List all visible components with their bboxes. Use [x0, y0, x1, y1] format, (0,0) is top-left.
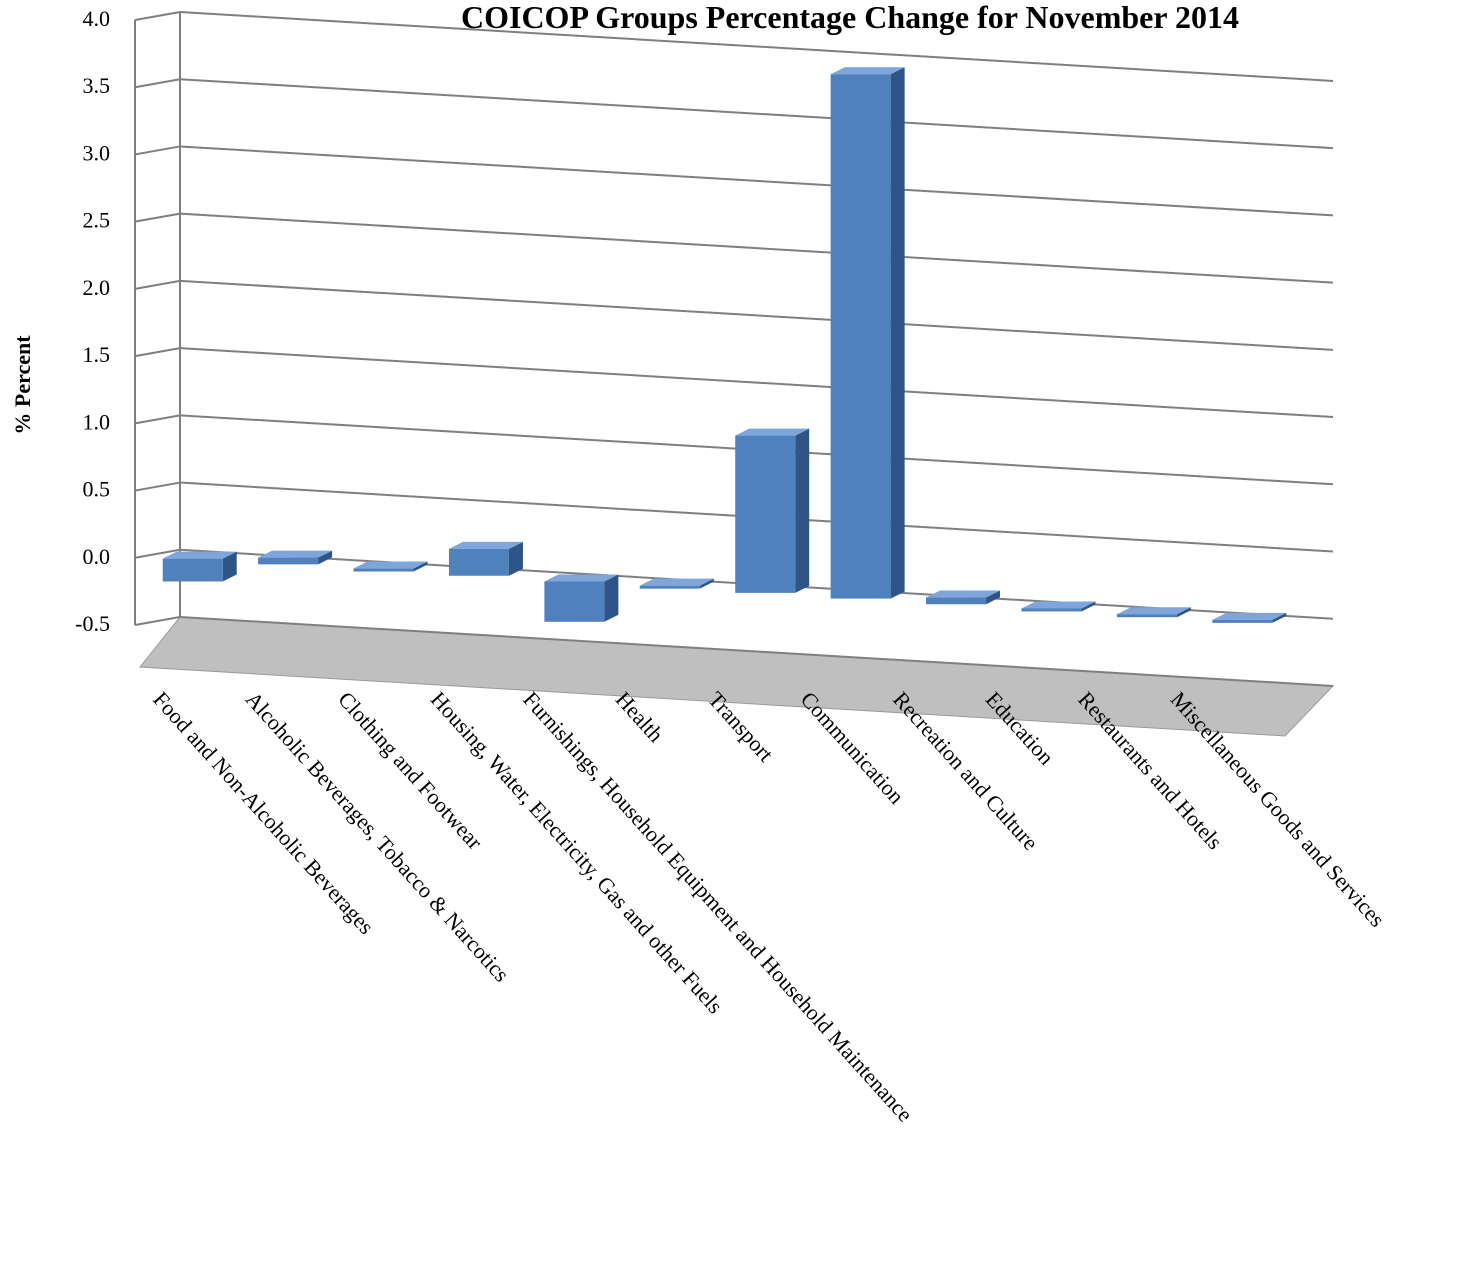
- bar-top: [1212, 612, 1287, 620]
- bar-front: [639, 585, 700, 589]
- bar-series: [162, 67, 1287, 623]
- gridline-side: [134, 616, 181, 626]
- bar-top: [1116, 607, 1191, 615]
- bar-front: [1212, 619, 1273, 623]
- gridline-side: [134, 145, 181, 156]
- chart-title: COICOP Groups Percentage Change for Nove…: [461, 0, 1239, 35]
- bar-front: [926, 597, 987, 605]
- y-tick-label: 0.5: [83, 477, 111, 502]
- gridline: [179, 347, 1334, 419]
- bar: [162, 551, 237, 582]
- bar-top: [1021, 601, 1096, 609]
- gridline: [179, 78, 1334, 150]
- bar-front: [162, 558, 223, 582]
- bar-front: [544, 581, 605, 622]
- bar-side: [890, 67, 905, 599]
- bar: [1021, 601, 1096, 612]
- bar: [1116, 607, 1191, 618]
- bar-side: [604, 574, 619, 622]
- bar-top: [639, 578, 714, 586]
- y-tick-label: 0.0: [83, 544, 111, 569]
- bar-top: [448, 541, 523, 549]
- bar-front: [1021, 608, 1082, 612]
- bar-side: [1176, 607, 1191, 618]
- gridline: [179, 145, 1334, 217]
- bar: [926, 590, 1001, 605]
- bar-side: [508, 541, 523, 576]
- y-axis: [134, 12, 181, 625]
- bar-front: [1116, 614, 1177, 618]
- gridline: [179, 11, 1334, 82]
- bar: [830, 67, 905, 599]
- y-axis-title: % Percent: [10, 335, 35, 435]
- y-tick-label: -0.5: [75, 611, 110, 636]
- y-tick-label: 1.0: [83, 409, 111, 434]
- bar-top: [353, 561, 428, 569]
- y-tick-label: 2.5: [83, 208, 111, 233]
- bar-side: [1081, 601, 1096, 612]
- gridline-side: [134, 414, 181, 425]
- y-tick-label: 3.5: [83, 73, 111, 98]
- bar: [353, 561, 428, 572]
- gridline-side: [134, 481, 181, 492]
- bar-top: [735, 428, 810, 436]
- bar: [1212, 612, 1287, 623]
- bar-front: [448, 548, 509, 576]
- gridline-side: [134, 548, 181, 559]
- bar-top: [544, 574, 619, 582]
- bar-top: [926, 590, 1001, 598]
- bar-side: [318, 550, 333, 565]
- bar-side: [986, 590, 1001, 605]
- bar-front: [830, 74, 891, 599]
- bar: [544, 574, 619, 622]
- gridline-side: [134, 279, 181, 290]
- bar-side: [222, 551, 237, 582]
- gridline-side: [134, 78, 181, 89]
- gridline: [179, 616, 1334, 687]
- bar: [735, 428, 810, 593]
- bar-side: [1272, 612, 1287, 623]
- gridline-side: [134, 11, 181, 21]
- bar-top: [162, 551, 237, 559]
- bar: [639, 578, 714, 589]
- bar-side: [795, 428, 810, 593]
- y-tick-label: 3.0: [83, 140, 111, 165]
- y-tick-label: 4.0: [83, 6, 111, 31]
- y-tick-label: 1.5: [83, 342, 111, 367]
- bar-top: [830, 67, 905, 75]
- bar-side: [699, 578, 714, 589]
- bar-side: [413, 561, 428, 572]
- gridline-side: [134, 347, 181, 358]
- bar-front: [735, 435, 796, 593]
- bar-top: [258, 550, 333, 558]
- gridline: [179, 212, 1334, 284]
- bar: [258, 550, 333, 565]
- gridlines: [134, 11, 1334, 687]
- bar-front: [353, 568, 414, 572]
- bar: [448, 541, 523, 576]
- y-tick-labels: 4.0 3.5 3.0 2.5 2.0 1.5 1.0 0.5 0.0 -0.5: [75, 6, 110, 636]
- gridline: [179, 279, 1334, 351]
- gridline-side: [134, 212, 181, 223]
- bar-front: [258, 557, 319, 565]
- x-tick-labels: Food and Non-Alcoholic BeveragesAlcoholi…: [148, 687, 1390, 1127]
- y-tick-label: 2.0: [83, 275, 111, 300]
